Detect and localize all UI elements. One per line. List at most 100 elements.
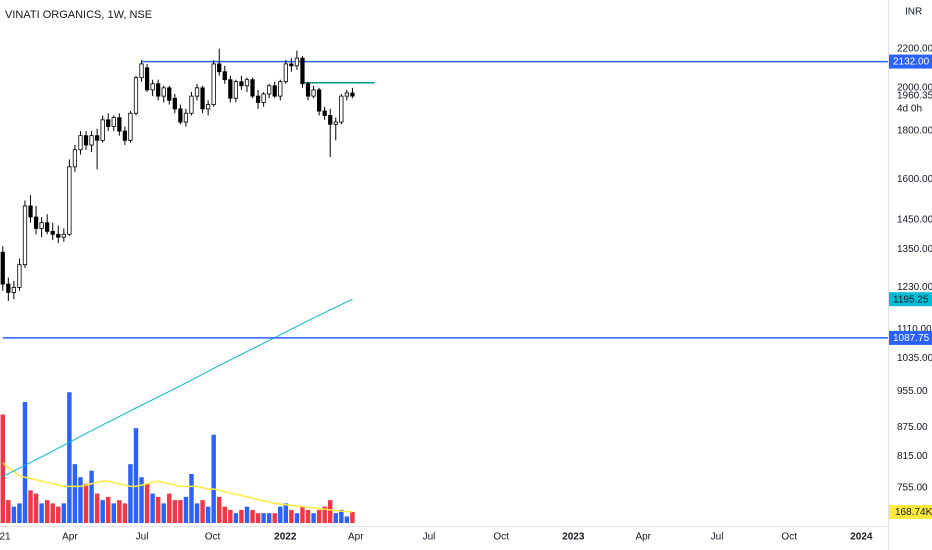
volume-bar xyxy=(255,513,261,523)
candle-body xyxy=(100,119,105,141)
x-tick-label: Apr xyxy=(635,532,651,543)
volume-bar xyxy=(178,500,183,523)
volume-bar xyxy=(339,509,344,523)
candle-body xyxy=(150,83,155,91)
volume-bar xyxy=(56,506,61,523)
volume-bar xyxy=(294,513,300,523)
volume-bar xyxy=(283,503,289,523)
chart-title: VINATI ORGANICS, 1W, NSE xyxy=(5,9,152,21)
volume-bar xyxy=(205,506,211,523)
volume-bar xyxy=(0,414,5,523)
candle-body xyxy=(228,79,233,99)
y-tick-label: 1230.00 xyxy=(897,282,932,293)
volume-bar xyxy=(72,464,78,523)
x-tick-label: Oct xyxy=(205,532,221,543)
volume-bar xyxy=(50,503,55,523)
volume-bar xyxy=(300,506,305,523)
candle-body xyxy=(211,63,216,105)
candle-body xyxy=(50,230,55,235)
volume-bar xyxy=(350,511,355,523)
volume-bar xyxy=(244,506,250,523)
volume-bar xyxy=(133,428,139,523)
candle-body xyxy=(350,92,355,97)
y-tick-label: 1110.00 xyxy=(897,324,932,335)
y-tick-label: 2200.00 xyxy=(897,43,932,54)
x-tick-label: Jul xyxy=(711,532,724,543)
candle-body xyxy=(278,81,283,97)
volume-bar xyxy=(228,509,233,523)
candle-body xyxy=(289,63,294,67)
volume-label-box xyxy=(889,504,932,519)
volume-bar xyxy=(83,483,89,523)
y-tick-label: 1035.00 xyxy=(897,353,932,364)
volume-bar xyxy=(61,503,67,523)
candle-body xyxy=(11,287,16,293)
axis-layer: 2200.00 2000.00 1800.00 1600.00 1450.00 1350.… xyxy=(0,43,932,543)
volume-bar xyxy=(194,503,200,523)
volume-bar xyxy=(28,490,33,523)
candle-body xyxy=(133,77,139,114)
candle-body xyxy=(194,87,200,97)
volume-bar xyxy=(161,503,166,523)
candle-body xyxy=(294,57,300,67)
y-tick-label: 2000.00 xyxy=(897,82,932,93)
volume-bar xyxy=(155,496,161,523)
y-tick-label: 1800.00 xyxy=(897,126,932,137)
ma-label: 1195.25 xyxy=(893,294,929,305)
candle-body xyxy=(28,205,33,218)
candle-body xyxy=(6,283,11,293)
candle-body xyxy=(111,117,116,127)
volume-ma-line xyxy=(2,462,353,513)
volume-bar xyxy=(44,500,50,523)
volume-bar xyxy=(200,500,205,523)
candle-body xyxy=(56,233,61,238)
candle-body xyxy=(61,233,66,238)
candle-body xyxy=(283,63,288,83)
volume-bar xyxy=(78,477,83,523)
y-tick-label: 755.00 xyxy=(897,482,928,493)
last-price-label: 1960.35 xyxy=(897,91,932,102)
candle-body xyxy=(272,85,277,97)
candle-body xyxy=(339,95,344,123)
volume-bar xyxy=(217,496,222,523)
candle-body xyxy=(200,87,205,110)
volume-bar xyxy=(111,503,116,523)
volume-bar xyxy=(139,477,144,523)
candle-body xyxy=(267,85,272,95)
candle-body xyxy=(39,222,44,229)
y-tick-label: 1450.00 xyxy=(897,215,932,226)
volume-bar xyxy=(167,493,172,523)
candle-body xyxy=(239,81,244,87)
volume-bar xyxy=(250,509,255,523)
x-tick-label: Oct xyxy=(781,532,797,543)
volume-bar xyxy=(117,500,122,523)
volume-bar xyxy=(100,500,105,523)
volume-bar xyxy=(128,464,133,523)
x-tick-label: Jul xyxy=(423,532,436,543)
level-label: 1087.75 xyxy=(893,333,930,344)
volume-bar xyxy=(144,483,150,523)
candle-body xyxy=(33,216,39,229)
currency-label: INR xyxy=(905,7,922,18)
volume-bar xyxy=(333,513,338,523)
candle-body xyxy=(106,119,111,127)
candle-body xyxy=(222,71,227,81)
volume-bar xyxy=(328,500,333,523)
candle-body xyxy=(244,79,250,87)
level-label: 2132.00 xyxy=(893,57,930,68)
x-tick-label: 21 xyxy=(0,532,11,543)
candle-body xyxy=(78,135,83,151)
moving-average-line xyxy=(2,298,353,477)
candle-body xyxy=(189,95,194,114)
x-tick-label: 2022 xyxy=(274,532,297,543)
candle-body xyxy=(83,135,89,146)
volume-bar xyxy=(39,503,44,523)
y-tick-label: 1350.00 xyxy=(897,244,932,255)
candle-body xyxy=(317,89,322,112)
volume-bar xyxy=(22,402,28,523)
volume-bar xyxy=(6,500,11,523)
volume-bar xyxy=(106,496,111,523)
volume-bar xyxy=(94,493,100,523)
